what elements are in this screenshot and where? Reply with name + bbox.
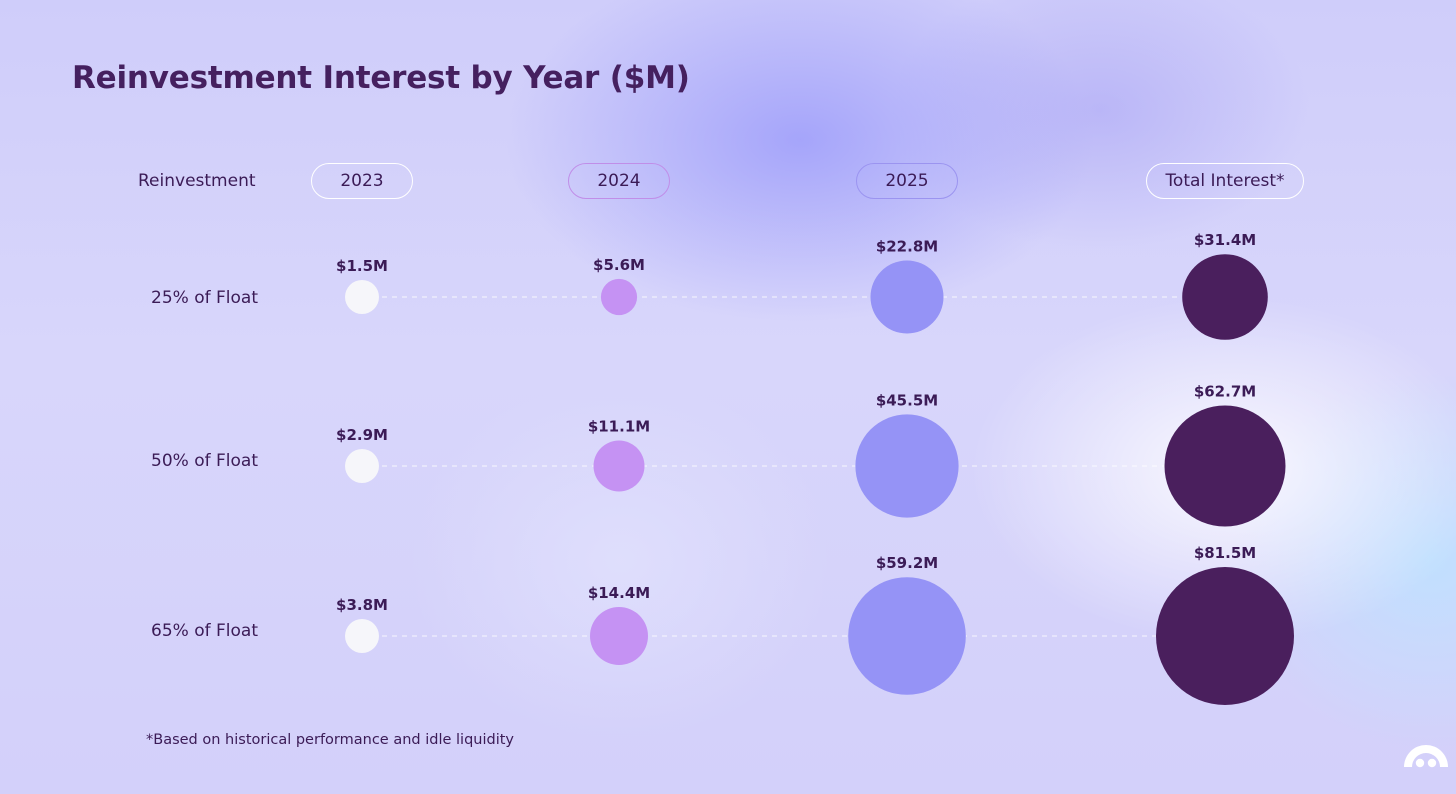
row-label-65: 65% of Float: [151, 621, 258, 641]
column-header-2024: 2024: [568, 163, 670, 199]
column-header-total-interest: Total Interest*: [1146, 163, 1304, 199]
value-label-3-1: $3.8M: [336, 596, 388, 614]
bubble-3-1: [345, 619, 379, 653]
value-label-1-1: $1.5M: [336, 257, 388, 275]
value-label-1-2: $5.6M: [593, 256, 645, 274]
footnote: *Based on historical performance and idl…: [146, 732, 514, 748]
value-label-1-3: $22.8M: [876, 238, 938, 256]
value-label-2-1: $2.9M: [336, 426, 388, 444]
row-label-25: 25% of Float: [151, 288, 258, 308]
bubble-1-2: [600, 278, 638, 316]
row-label-50: 50% of Float: [151, 451, 258, 471]
bubble-1-4: [1182, 254, 1268, 340]
bubble-3-3: [848, 577, 966, 695]
chart-title: Reinvestment Interest by Year ($M): [72, 60, 690, 96]
row-header-label: Reinvestment: [138, 171, 256, 191]
value-label-3-2: $14.4M: [588, 584, 650, 602]
bubble-3-2: [590, 607, 648, 665]
value-label-2-3: $45.5M: [876, 391, 938, 409]
value-label-3-4: $81.5M: [1194, 544, 1256, 562]
bubble-1-1: [345, 280, 379, 314]
column-header-2025: 2025: [856, 163, 958, 199]
bubble-1-3: [870, 260, 944, 334]
value-label-2-2: $11.1M: [588, 418, 650, 436]
bubble-2-2: [593, 440, 645, 492]
value-label-2-4: $62.7M: [1194, 383, 1256, 401]
value-label-1-4: $31.4M: [1194, 231, 1256, 249]
value-label-3-3: $59.2M: [876, 554, 938, 572]
column-header-2023: 2023: [311, 163, 413, 199]
bubble-2-3: [855, 414, 959, 518]
rainbow-arch-logo-icon: [1404, 745, 1448, 768]
bubble-3-4: [1156, 567, 1294, 705]
bubble-2-1: [345, 449, 379, 483]
bubble-2-4: [1164, 405, 1286, 527]
